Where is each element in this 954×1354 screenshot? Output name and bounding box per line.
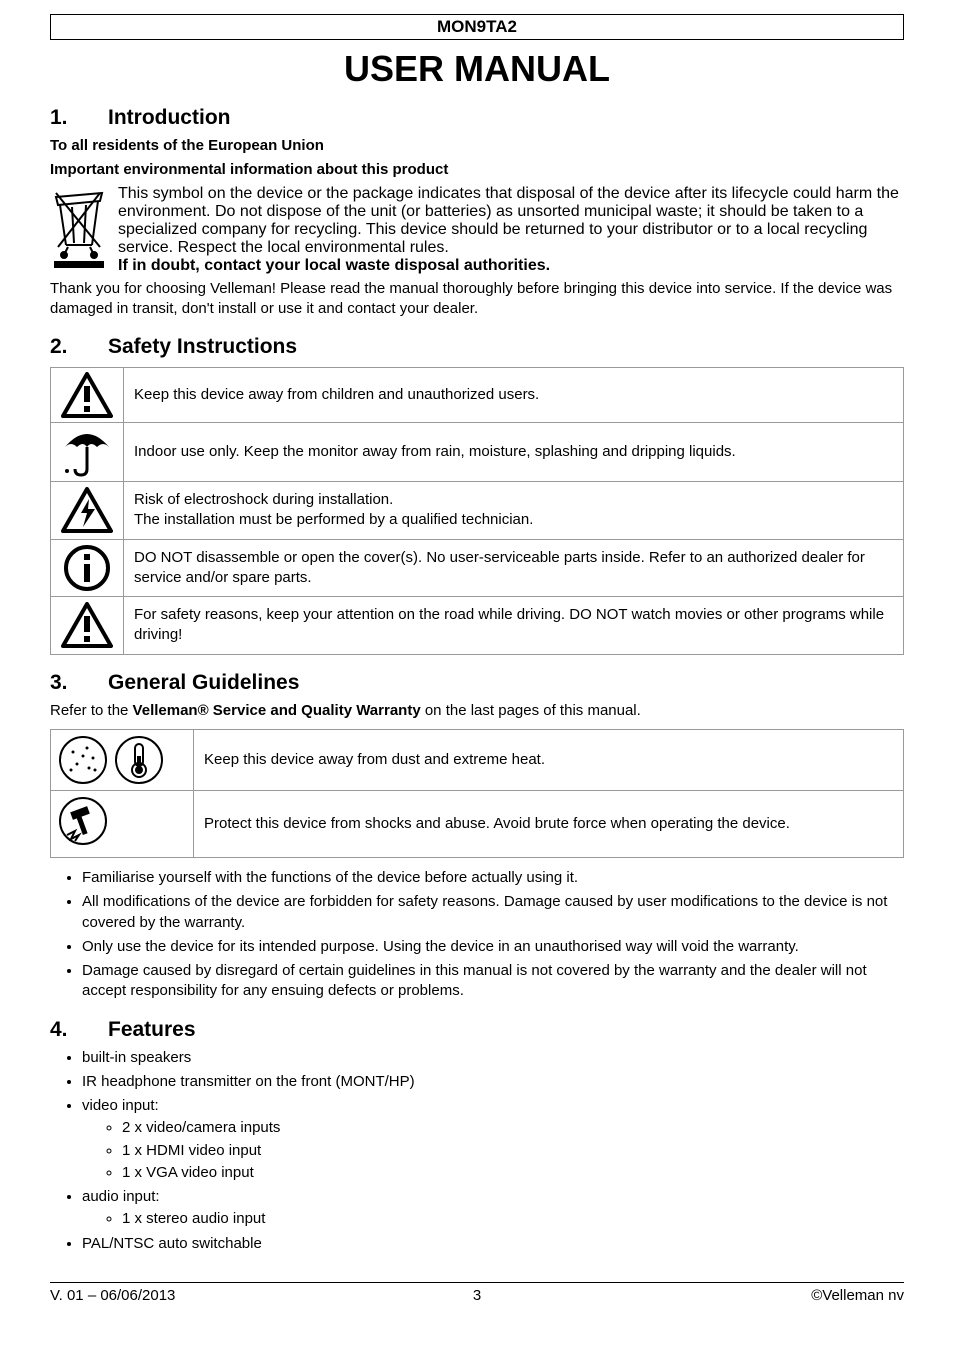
safety-text: Risk of electroshock during installation…: [124, 482, 904, 540]
list-item: built-in speakers: [82, 1048, 904, 1068]
list-item: Damage caused by disregard of certain gu…: [82, 961, 904, 1002]
intro-subheading-1: To all residents of the European Union: [50, 136, 904, 156]
guidelines-intro-bold: Velleman® Service and Quality Warranty: [133, 702, 421, 719]
guidelines-table: Keep this device away from dust and extr…: [50, 729, 904, 858]
list-item: audio input: 1 x stereo audio input: [82, 1187, 904, 1230]
guidelines-row: Protect this device from shocks and abus…: [51, 790, 904, 857]
section-1-num: 1.: [50, 106, 108, 130]
features-sublist-video: 2 x video/camera inputs 1 x HDMI video i…: [82, 1118, 904, 1183]
page-title: USER MANUAL: [50, 48, 904, 90]
weee-doubt-line: If in doubt, contact your local waste di…: [118, 257, 904, 275]
safety-icon-cell: [51, 482, 124, 540]
safety-text-line-2: The installation must be performed by a …: [134, 511, 533, 528]
list-item: Only use the device for its intended pur…: [82, 937, 904, 957]
guidelines-icon-cell: [51, 729, 194, 790]
list-item: 1 x HDMI video input: [122, 1141, 904, 1161]
safety-text-line-1: Risk of electroshock during installation…: [134, 491, 393, 508]
section-1-title: Introduction: [108, 106, 230, 129]
features-sublist-audio: 1 x stereo audio input: [82, 1209, 904, 1229]
safety-icon-cell: [51, 423, 124, 482]
safety-text: DO NOT disassemble or open the cover(s).…: [124, 539, 904, 597]
safety-text: Keep this device away from children and …: [124, 368, 904, 423]
section-3-num: 3.: [50, 671, 108, 695]
warning-triangle-icon: [61, 602, 113, 648]
list-item: video input: 2 x video/camera inputs 1 x…: [82, 1096, 904, 1183]
warning-triangle-icon: [61, 372, 113, 418]
list-item: 1 x stereo audio input: [122, 1209, 904, 1229]
section-1-heading: 1.Introduction: [50, 106, 904, 130]
header-product-code: MON9TA2: [50, 14, 904, 40]
safety-icon-cell: [51, 539, 124, 597]
list-item: IR headphone transmitter on the front (M…: [82, 1072, 904, 1092]
weee-block: This symbol on the device or the package…: [50, 185, 904, 275]
section-3-title: General Guidelines: [108, 671, 299, 694]
shock-triangle-icon: [61, 487, 113, 533]
intro-subheading-2: Important environmental information abou…: [50, 160, 904, 180]
safety-icon-cell: [51, 597, 124, 655]
safety-row: DO NOT disassemble or open the cover(s).…: [51, 539, 904, 597]
list-item: PAL/NTSC auto switchable: [82, 1234, 904, 1254]
section-2-heading: 2.Safety Instructions: [50, 335, 904, 359]
shock-hammer-icon: [57, 795, 109, 847]
safety-text: For safety reasons, keep your attention …: [124, 597, 904, 655]
section-4-num: 4.: [50, 1018, 108, 1042]
guidelines-intro-pre: Refer to the: [50, 702, 133, 719]
info-circle-icon: [63, 544, 111, 592]
safety-row: Keep this device away from children and …: [51, 368, 904, 423]
section-4-title: Features: [108, 1018, 196, 1041]
dust-icon: [57, 734, 109, 786]
list-item: 1 x VGA video input: [122, 1163, 904, 1183]
section-2-num: 2.: [50, 335, 108, 359]
features-list: built-in speakers IR headphone transmitt…: [50, 1048, 904, 1254]
footer-page-number: 3: [0, 1287, 954, 1304]
guidelines-intro-post: on the last pages of this manual.: [421, 702, 641, 719]
list-item-label: audio input:: [82, 1188, 160, 1205]
umbrella-icon: [61, 427, 113, 477]
intro-thanks: Thank you for choosing Velleman! Please …: [50, 279, 904, 320]
page: MON9TA2 USER MANUAL 1.Introduction To al…: [0, 0, 954, 1354]
section-4-heading: 4.Features: [50, 1018, 904, 1042]
safety-table: Keep this device away from children and …: [50, 367, 904, 655]
safety-row: Indoor use only. Keep the monitor away f…: [51, 423, 904, 482]
guidelines-bullet-list: Familiarise yourself with the functions …: [50, 868, 904, 1002]
heat-icon: [113, 734, 165, 786]
weee-bin-icon: [50, 187, 108, 269]
section-2-title: Safety Instructions: [108, 335, 297, 358]
guidelines-text: Protect this device from shocks and abus…: [194, 790, 904, 857]
list-item: All modifications of the device are forb…: [82, 892, 904, 933]
section-3-heading: 3.General Guidelines: [50, 671, 904, 695]
list-item: Familiarise yourself with the functions …: [82, 868, 904, 888]
safety-text: Indoor use only. Keep the monitor away f…: [124, 423, 904, 482]
list-item: 2 x video/camera inputs: [122, 1118, 904, 1138]
page-footer: V. 01 – 06/06/2013 3 ©Velleman nv: [50, 1282, 904, 1304]
safety-icon-cell: [51, 368, 124, 423]
weee-text: This symbol on the device or the package…: [118, 185, 899, 256]
guidelines-intro: Refer to the Velleman® Service and Quali…: [50, 701, 904, 721]
list-item-label: video input:: [82, 1097, 159, 1114]
safety-row: Risk of electroshock during installation…: [51, 482, 904, 540]
guidelines-row: Keep this device away from dust and extr…: [51, 729, 904, 790]
safety-row: For safety reasons, keep your attention …: [51, 597, 904, 655]
guidelines-text: Keep this device away from dust and extr…: [194, 729, 904, 790]
guidelines-icon-cell: [51, 790, 194, 857]
